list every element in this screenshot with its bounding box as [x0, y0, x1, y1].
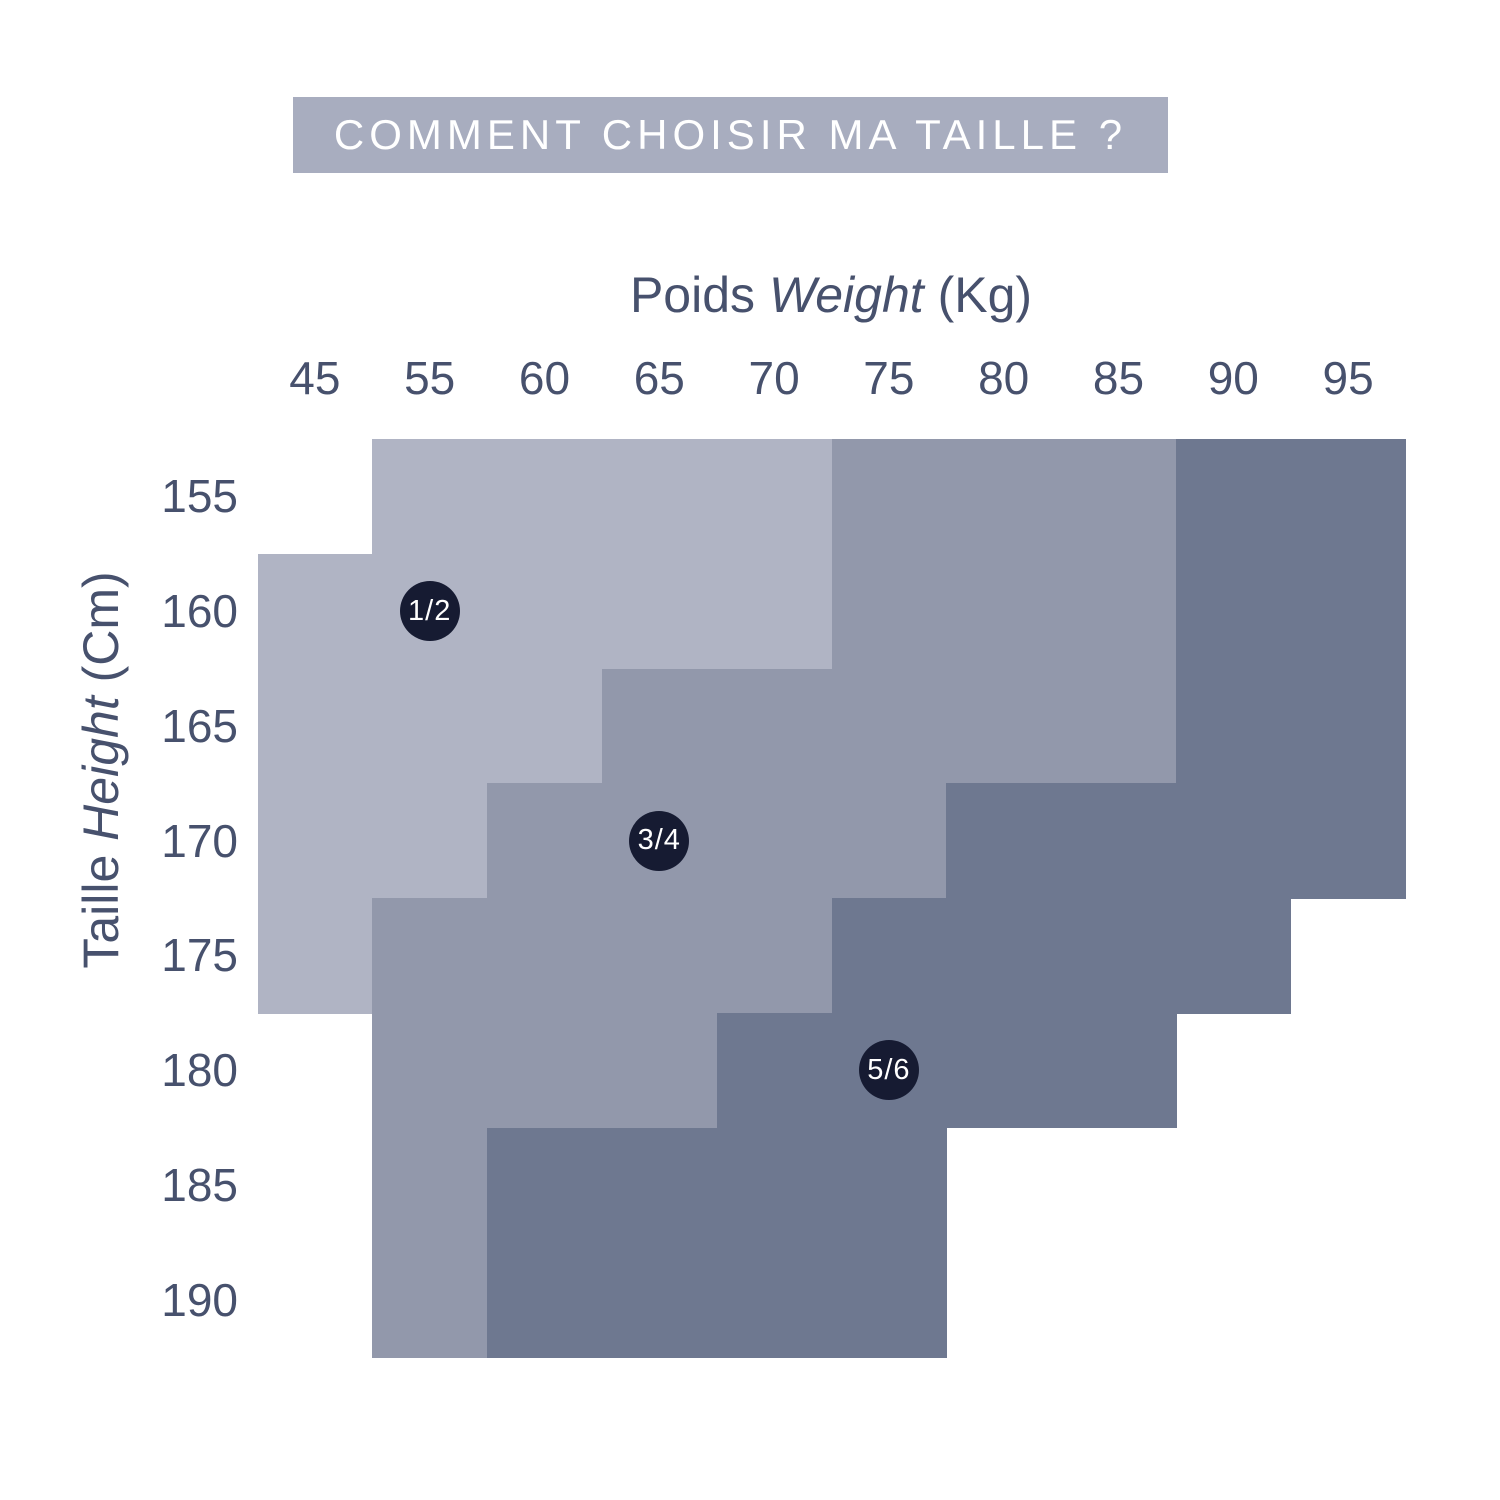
size-cell-190-75 [831, 1242, 948, 1358]
size-cell-190-60 [487, 1242, 603, 1358]
size-cell-165-80 [946, 668, 1062, 785]
size-cell-175-90 [1175, 898, 1292, 1014]
size-cell-180-65 [601, 1012, 718, 1129]
size-cell-160-70 [716, 553, 833, 670]
size-cell-170-95 [1290, 783, 1407, 899]
size-cell-180-70 [716, 1012, 833, 1129]
size-cell-160-45 [257, 553, 374, 670]
size-cell-175-70 [716, 898, 833, 1014]
size-cell-155-55 [372, 439, 488, 555]
weight-tick-75: 75 [863, 352, 915, 404]
size-cell-155-75 [831, 439, 948, 555]
size-cell-155-65 [601, 439, 718, 555]
size-cell-170-75 [831, 783, 948, 899]
size-cell-160-90 [1175, 553, 1292, 670]
weight-tick-55: 55 [404, 352, 456, 404]
size-cell-165-45 [257, 668, 374, 785]
title-banner: COMMENT CHOISIR MA TAILLE ? [293, 97, 1168, 173]
size-cell-165-85 [1061, 668, 1177, 785]
size-cell-155-85 [1061, 439, 1177, 555]
weight-tick-85: 85 [1092, 352, 1145, 404]
weight-tick-90: 90 [1207, 352, 1259, 404]
height-tick-160: 160 [161, 585, 238, 638]
size-cell-165-75 [831, 668, 948, 785]
size-cell-185-55 [372, 1127, 488, 1244]
size-cell-180-55 [372, 1012, 488, 1129]
size-badge-3-4: 3/4 [629, 810, 690, 871]
size-cell-160-75 [831, 553, 948, 670]
weight-axis-label-en: Weight [768, 267, 924, 323]
size-cell-165-70 [716, 668, 833, 785]
size-cell-180-85 [1061, 1012, 1177, 1129]
height-tick-170: 170 [161, 814, 238, 867]
size-cell-180-80 [946, 1012, 1062, 1129]
height-tick-185: 185 [161, 1158, 238, 1211]
size-cell-185-75 [831, 1127, 948, 1244]
height-tick-155: 155 [161, 470, 238, 523]
size-cell-165-55 [372, 668, 488, 785]
page-title: COMMENT CHOISIR MA TAILLE ? [333, 111, 1128, 158]
weight-tick-45: 45 [289, 352, 341, 404]
weight-tick-65: 65 [633, 352, 685, 404]
size-cell-160-80 [946, 553, 1062, 670]
height-tick-165: 165 [161, 699, 238, 752]
size-cell-170-90 [1175, 783, 1292, 899]
size-cell-190-55 [372, 1242, 488, 1358]
weight-tick-80: 80 [978, 352, 1030, 404]
size-cell-170-60 [487, 783, 603, 899]
size-cell-190-70 [716, 1242, 833, 1358]
size-cell-175-65 [601, 898, 718, 1014]
size-cell-185-70 [716, 1127, 833, 1244]
size-cell-165-60 [487, 668, 603, 785]
size-cell-170-70 [716, 783, 833, 899]
size-cell-160-85 [1061, 553, 1177, 670]
weight-tick-60: 60 [518, 352, 571, 404]
size-cell-155-70 [716, 439, 833, 555]
size-cell-190-65 [601, 1242, 718, 1358]
size-cell-180-60 [487, 1012, 603, 1129]
size-cell-160-95 [1290, 553, 1407, 670]
size-cell-155-80 [946, 439, 1062, 555]
size-cell-155-90 [1175, 439, 1292, 555]
height-tick-175: 175 [161, 929, 238, 982]
size-badge-1-2: 1/2 [399, 581, 460, 642]
size-cell-155-60 [487, 439, 603, 555]
height-tick-180: 180 [161, 1044, 238, 1097]
size-cell-175-80 [946, 898, 1062, 1014]
size-cell-175-55 [372, 898, 488, 1014]
size-cell-175-45 [257, 898, 374, 1014]
weight-axis-unit: (Kg) [937, 267, 1033, 323]
size-cell-170-85 [1061, 783, 1177, 899]
weight-axis-title: Poids Weight (Kg) [630, 266, 1032, 324]
size-cell-165-65 [601, 668, 718, 785]
size-cell-175-85 [1061, 898, 1177, 1014]
size-badge-5-6: 5/6 [858, 1040, 919, 1101]
size-cell-175-60 [487, 898, 603, 1014]
weight-tick-95: 95 [1322, 352, 1374, 404]
weight-axis-label-fr: Poids [629, 267, 756, 323]
height-tick-190: 190 [161, 1273, 238, 1326]
size-cell-160-60 [487, 553, 603, 670]
size-cell-155-95 [1290, 439, 1407, 555]
size-cell-185-60 [487, 1127, 603, 1244]
size-cell-170-80 [946, 783, 1062, 899]
size-cell-160-65 [601, 553, 718, 670]
size-cell-170-45 [257, 783, 374, 899]
weight-tick-70: 70 [748, 352, 800, 404]
size-cell-185-65 [601, 1127, 718, 1244]
size-cell-175-75 [831, 898, 948, 1014]
size-cell-165-95 [1290, 668, 1407, 785]
size-cell-170-55 [372, 783, 488, 899]
size-cell-165-90 [1175, 668, 1292, 785]
